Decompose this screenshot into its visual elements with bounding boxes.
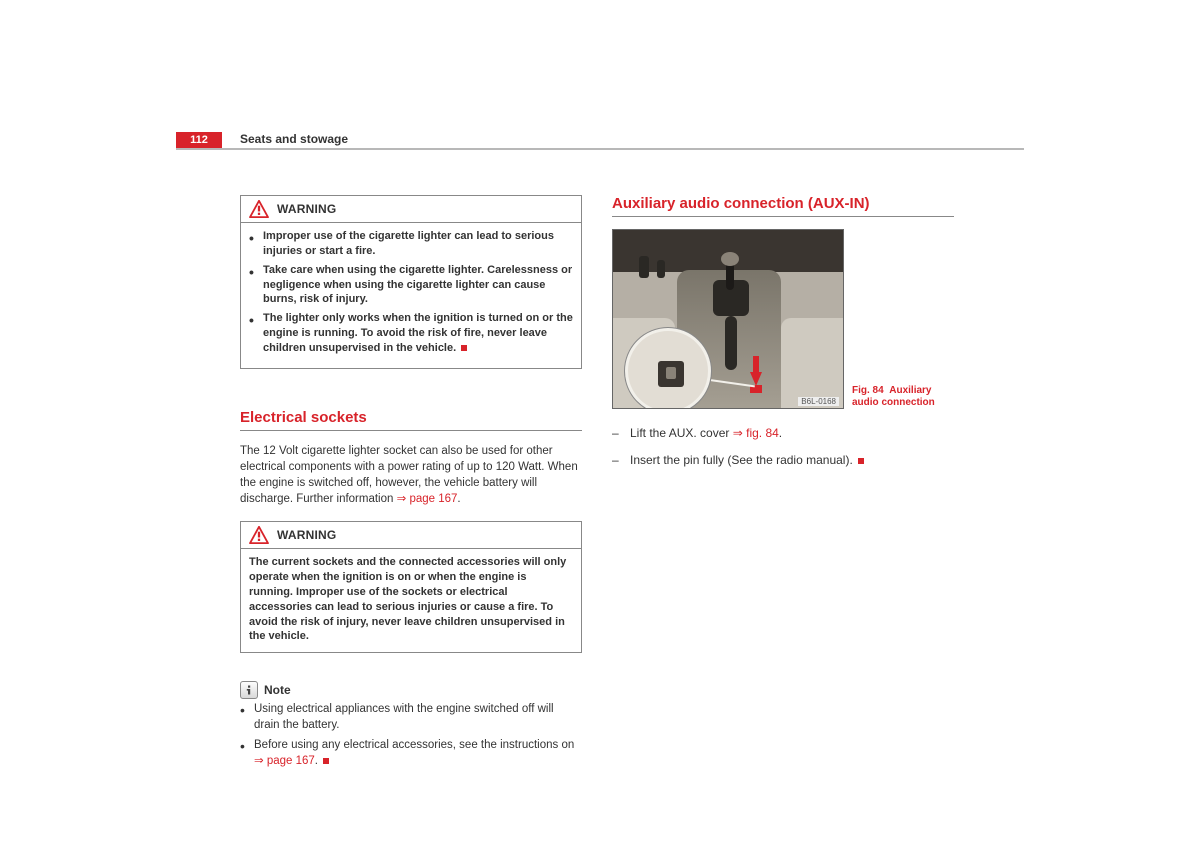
note-bullet: Using electrical appliances with the eng… <box>240 701 582 733</box>
cross-ref: ⇒ page 167 <box>397 493 458 505</box>
arrow-down-icon <box>750 356 762 386</box>
cross-ref: ⇒ page 167 <box>254 755 315 767</box>
note-text: Before using any electrical accessories,… <box>254 739 574 751</box>
warning-label: WARNING <box>277 528 336 542</box>
warning-box-2: WARNING The current sockets and the conn… <box>240 521 582 653</box>
warning-bullet: The lighter only works when the ignition… <box>249 311 573 356</box>
heading-rule <box>612 216 954 217</box>
instr-text: Insert the pin fully (See the radio manu… <box>630 453 853 467</box>
note-bullet: Before using any electrical accessories,… <box>240 737 582 769</box>
instr-text: Lift the AUX. cover <box>630 426 733 440</box>
warning-body: The current sockets and the connected ac… <box>241 549 581 652</box>
warning-bullet: Take care when using the cigarette light… <box>249 263 573 308</box>
warning-header: WARNING <box>241 196 581 223</box>
end-marker-icon <box>858 458 864 464</box>
figure-row: B6L-0168 Fig. 84 Auxiliary audio connect… <box>612 229 1022 409</box>
page-number: 112 <box>176 132 222 148</box>
para-end: . <box>457 493 460 505</box>
end-marker-icon <box>323 758 329 764</box>
end-marker-icon <box>461 345 467 351</box>
info-icon <box>240 681 258 699</box>
cross-ref: ⇒ fig. 84 <box>733 426 779 440</box>
sockets-paragraph: The 12 Volt cigarette lighter socket can… <box>240 443 582 507</box>
image-ref-code: B6L-0168 <box>798 397 839 406</box>
note-header: Note <box>240 681 582 699</box>
note-end: . <box>315 755 318 767</box>
heading-rule <box>240 430 582 431</box>
warning-body: Improper use of the cigarette lighter ca… <box>241 223 581 368</box>
warning-header: WARNING <box>241 522 581 549</box>
note-body: Using electrical appliances with the eng… <box>240 701 582 773</box>
right-column: Auxiliary audio connection (AUX-IN) <box>612 195 1022 774</box>
instruction-step: Lift the AUX. cover ⇒ fig. 84. <box>612 425 1022 442</box>
warning-text: The current sockets and the connected ac… <box>249 556 566 642</box>
heading-electrical-sockets: Electrical sockets <box>240 409 582 426</box>
instruction-step: Insert the pin fully (See the radio manu… <box>612 452 1022 469</box>
heading-aux-in: Auxiliary audio connection (AUX-IN) <box>612 195 1022 212</box>
figure-84: B6L-0168 <box>612 229 844 409</box>
left-column: WARNING Improper use of the cigarette li… <box>240 195 582 774</box>
figure-caption: Fig. 84 Auxiliary audio connection <box>852 229 952 409</box>
warning-triangle-icon <box>249 200 269 218</box>
warning-bullet-text: The lighter only works when the ignition… <box>263 312 573 354</box>
warning-label: WARNING <box>277 202 336 216</box>
instr-end: . <box>779 426 782 440</box>
note-label: Note <box>264 683 291 697</box>
content-area: WARNING Improper use of the cigarette li… <box>240 195 1025 774</box>
warning-triangle-icon <box>249 526 269 544</box>
figure-num: Fig. 84 <box>852 385 884 396</box>
warning-bullet: Improper use of the cigarette lighter ca… <box>249 229 573 259</box>
warning-box-1: WARNING Improper use of the cigarette li… <box>240 195 582 369</box>
section-title: Seats and stowage <box>240 132 348 146</box>
